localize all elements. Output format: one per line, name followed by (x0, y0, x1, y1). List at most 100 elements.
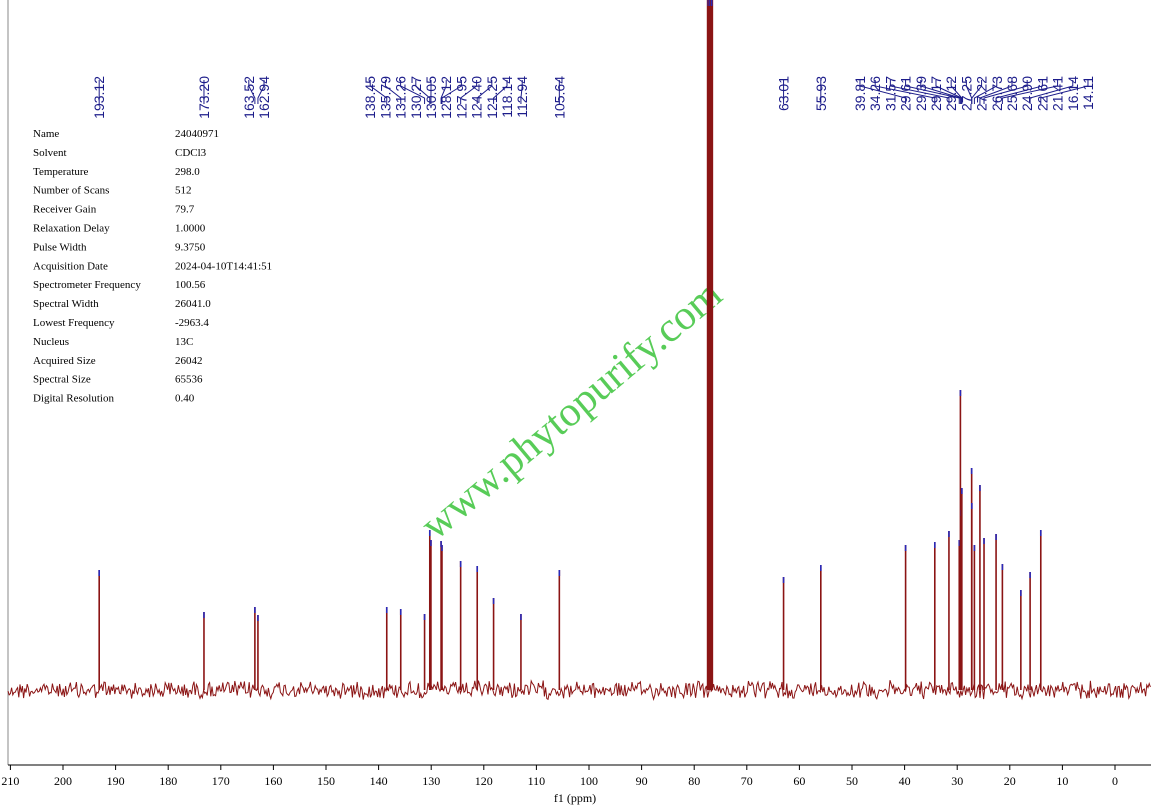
parameter-name: Acquired Size (33, 355, 96, 367)
peak-label: 27.22 (974, 76, 990, 111)
x-tick-label: 100 (580, 774, 598, 788)
peak-label-leader (995, 80, 1043, 104)
parameter-value: 65536 (175, 374, 203, 386)
x-tick-label: 0 (1112, 774, 1118, 788)
peak-label: 193.12 (91, 76, 107, 119)
parameter-value: 26041.0 (175, 298, 211, 310)
x-tick-label: 190 (107, 774, 125, 788)
x-tick-label: 40 (899, 774, 911, 788)
x-tick-label: 110 (528, 774, 546, 788)
peak-label-leader (905, 80, 960, 104)
parameter-name: Receiver Gain (33, 204, 97, 216)
peak-label-leader (248, 80, 256, 104)
parameter-name: Acquisition Date (33, 260, 108, 272)
peak-label-leader (441, 80, 462, 104)
peak-label: 29.17 (928, 76, 944, 111)
x-tick-label: 130 (422, 774, 440, 788)
peak-label: 118.14 (499, 76, 515, 118)
peak-label: 173.20 (196, 76, 212, 119)
parameter-value: 298.0 (175, 166, 200, 178)
peak-label: 138.45 (362, 76, 378, 119)
x-tick-label: 60 (793, 774, 805, 788)
x-tick-label: 20 (1004, 774, 1016, 788)
x-tick-label: 210 (1, 774, 19, 788)
peak-label-leader (973, 80, 998, 104)
peak-label: 29.61 (898, 76, 914, 111)
x-tick-label: 150 (317, 774, 335, 788)
x-tick-label: 50 (846, 774, 858, 788)
parameter-name: Lowest Frequency (33, 317, 115, 329)
x-tick-label: 160 (264, 774, 282, 788)
parameter-value: 2024-04-10T14:41:51 (175, 260, 272, 272)
x-axis-label: f1 (ppm) (554, 791, 596, 805)
peak-label: 29.12 (943, 76, 959, 111)
peak-label-leader (460, 80, 478, 104)
parameter-name: Relaxation Delay (33, 223, 110, 235)
peak-label-leader (950, 80, 963, 104)
parameter-value: 512 (175, 185, 192, 197)
peak-label: 112.94 (514, 76, 530, 118)
peak-label-leader (889, 80, 950, 104)
peak-label: 29.39 (913, 76, 929, 111)
parameter-value: 0.40 (175, 393, 195, 405)
peak-label-leader (971, 80, 983, 104)
x-tick-label: 200 (54, 774, 72, 788)
parameter-value: 100.56 (175, 279, 206, 291)
parameter-name: Nucleus (33, 336, 69, 348)
parameter-value: 26042 (175, 355, 203, 367)
x-tick-label: 80 (688, 774, 700, 788)
peak-label: 22.61 (1034, 76, 1050, 111)
peak-label-leader (400, 80, 426, 104)
parameter-name: Temperature (33, 166, 89, 178)
baseline-noise (7, 679, 1151, 701)
peak-label-leader (983, 80, 1028, 104)
peak-label: 130.05 (423, 76, 439, 119)
parameter-name: Name (33, 128, 59, 140)
peak-label: 121.25 (484, 76, 500, 119)
peak-label-leader (493, 80, 508, 104)
x-tick-label: 180 (159, 774, 177, 788)
peak-label: 128.12 (438, 76, 454, 119)
peak-label-leader (257, 80, 265, 104)
x-tick-label: 90 (636, 774, 648, 788)
peak-label-leader (859, 80, 907, 104)
peak-label-leader (440, 80, 447, 104)
peak-label-leader (476, 80, 493, 104)
peak-label-leader (415, 80, 431, 104)
peak-label: 163.52 (241, 76, 257, 119)
peak-label-leader (979, 80, 1013, 104)
peak-label: 162.94 (256, 76, 272, 119)
peak-label-leader (520, 80, 523, 104)
x-tick-label: 10 (1056, 774, 1068, 788)
peak-label: 27.25 (958, 76, 974, 111)
peak-label-leader (1029, 80, 1074, 104)
watermark: www.phytopurify.com (412, 271, 731, 549)
peak-label: 130.27 (408, 76, 424, 119)
parameter-value: 13C (175, 336, 193, 348)
peak-label-leader (1001, 80, 1059, 104)
peak-label: 24.90 (1019, 76, 1035, 111)
parameter-value: 24040971 (175, 128, 219, 140)
peak-label-leader (920, 80, 961, 104)
peak-label: 31.57 (882, 76, 898, 111)
peak-label: 34.26 (867, 76, 883, 111)
peak-label: 55.93 (813, 76, 829, 111)
x-tick-label: 120 (475, 774, 493, 788)
parameter-name: Digital Resolution (33, 393, 114, 405)
parameter-value: 1.0000 (175, 223, 206, 235)
peak-label: 105.64 (551, 76, 567, 119)
parameter-name: Spectral Size (33, 374, 91, 386)
parameter-name: Solvent (33, 147, 67, 159)
parameter-name: Number of Scans (33, 185, 109, 197)
peak-label: 63.01 (776, 76, 792, 111)
parameter-value: -2963.4 (175, 317, 209, 329)
parameter-name: Spectral Width (33, 298, 99, 310)
parameter-value: 79.7 (175, 204, 195, 216)
peak-label: 124.40 (469, 76, 485, 119)
peak-label-leader (369, 80, 388, 104)
x-tick-label: 170 (212, 774, 230, 788)
peak-label: 14.11 (1080, 76, 1096, 110)
peak-label: 16.14 (1065, 76, 1081, 111)
x-tick-label: 70 (741, 774, 753, 788)
